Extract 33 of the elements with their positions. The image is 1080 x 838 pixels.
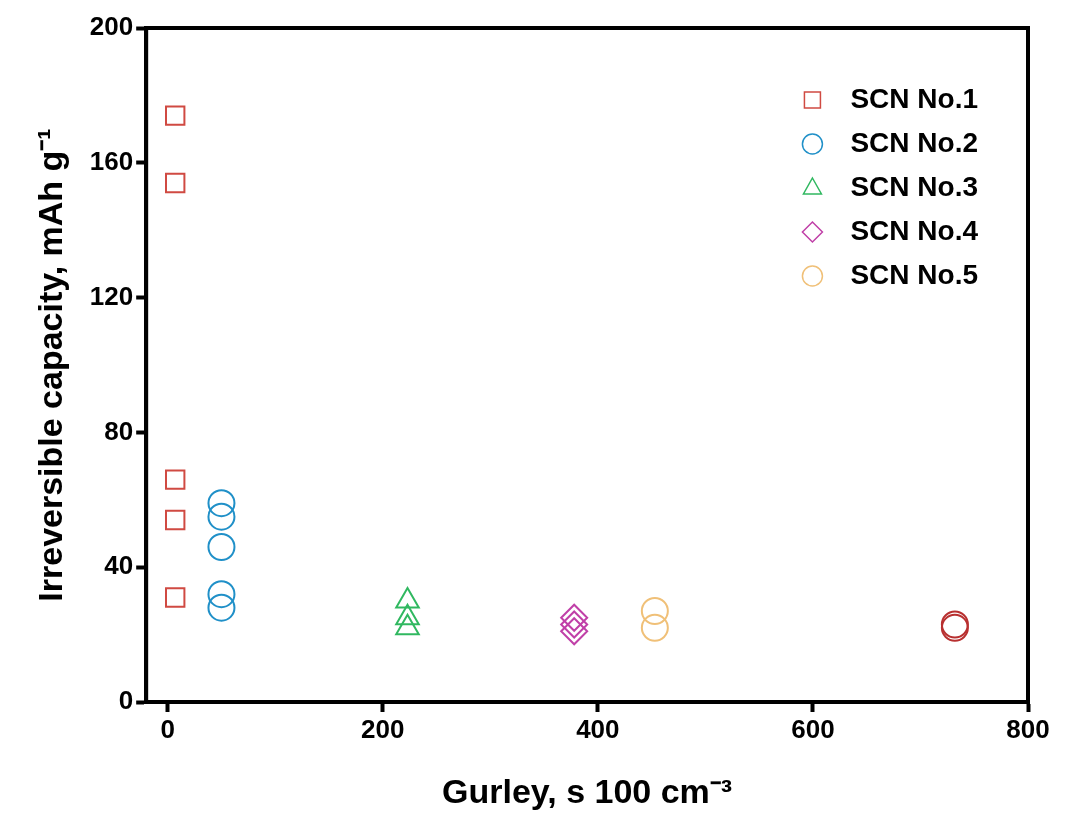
point (560, 610, 589, 639)
point (207, 580, 236, 609)
y-tick-label: 0 (118, 685, 134, 716)
legend-label: SCN No.2 (850, 126, 979, 158)
y-tick-label: 160 (89, 145, 134, 176)
point (640, 613, 669, 642)
x-tick-label: 400 (576, 713, 620, 744)
legend-label: SCN No.5 (850, 258, 979, 290)
x-tick-label: 800 (1006, 713, 1050, 744)
point (640, 597, 669, 626)
point (165, 172, 186, 194)
point (560, 617, 589, 646)
y-tick-label: 200 (89, 11, 134, 42)
point (207, 532, 236, 561)
point (207, 489, 236, 518)
point (165, 587, 186, 608)
x-tick-label: 0 (160, 713, 175, 744)
y-axis-title: Irreversible capacity, mAh g⁻¹ (30, 128, 69, 602)
x-axis-title: Gurley, s 100 cm⁻³ (442, 771, 733, 810)
legend-label: SCN No.3 (850, 170, 979, 202)
x-tick-label: 600 (791, 713, 835, 744)
legend-label: SCN No.4 (850, 214, 979, 246)
point (165, 509, 186, 531)
point (207, 502, 236, 531)
point (560, 603, 589, 632)
point (165, 105, 186, 126)
point (207, 593, 236, 622)
y-tick-label: 40 (104, 550, 134, 581)
point (165, 469, 186, 490)
y-tick-label: 120 (89, 280, 134, 311)
y-tick-label: 80 (104, 415, 134, 446)
x-tick-label: 200 (361, 713, 405, 744)
legend-label: SCN No.1 (850, 82, 979, 114)
